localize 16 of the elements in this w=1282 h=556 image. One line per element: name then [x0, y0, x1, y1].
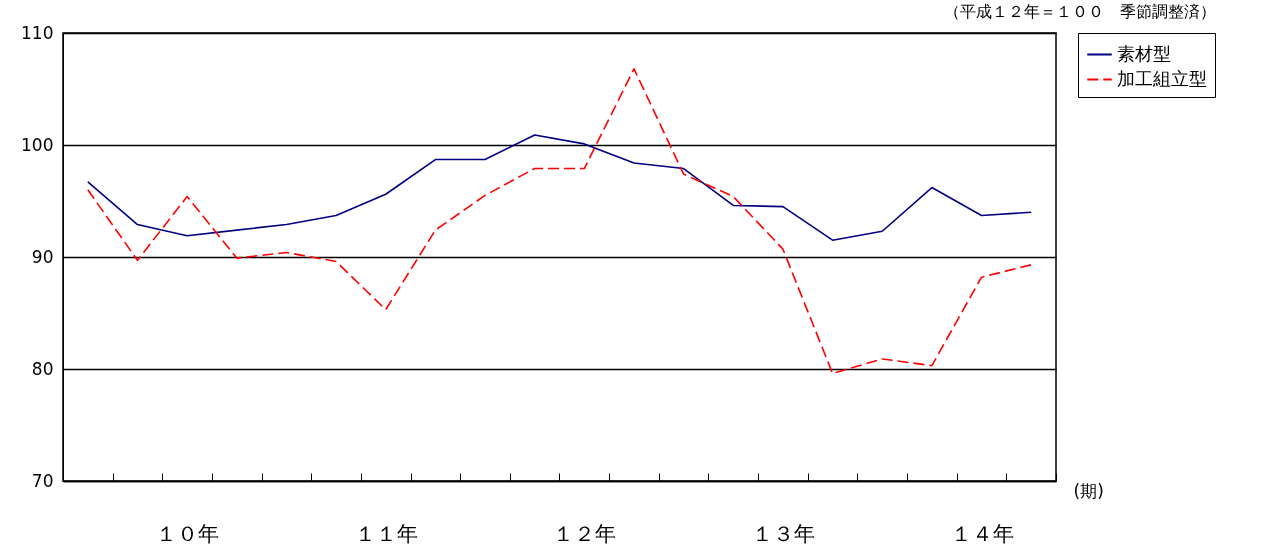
x-axis-title: (期)	[1073, 480, 1104, 501]
y-tick-label: 100	[21, 134, 54, 155]
legend-label: 素材型	[1117, 42, 1171, 64]
x-tick-label: １２年	[553, 521, 617, 546]
legend-label: 加工組立型	[1117, 67, 1207, 89]
line-series	[87, 68, 1032, 375]
y-tick-label: 80	[31, 358, 54, 379]
text: （平成１２年＝１００ 季節調整済）	[943, 2, 1216, 21]
x-tick-label: １３年	[751, 521, 815, 546]
y-tick-label: 90	[31, 246, 54, 267]
x-tick-label: １４年	[950, 521, 1014, 546]
y-tick-label: 110	[21, 22, 54, 43]
line-series	[87, 134, 1032, 241]
x-tick-label: １１年	[354, 521, 418, 546]
x-tick-label: １０年	[156, 521, 220, 546]
y-tick-label: 70	[31, 470, 54, 491]
